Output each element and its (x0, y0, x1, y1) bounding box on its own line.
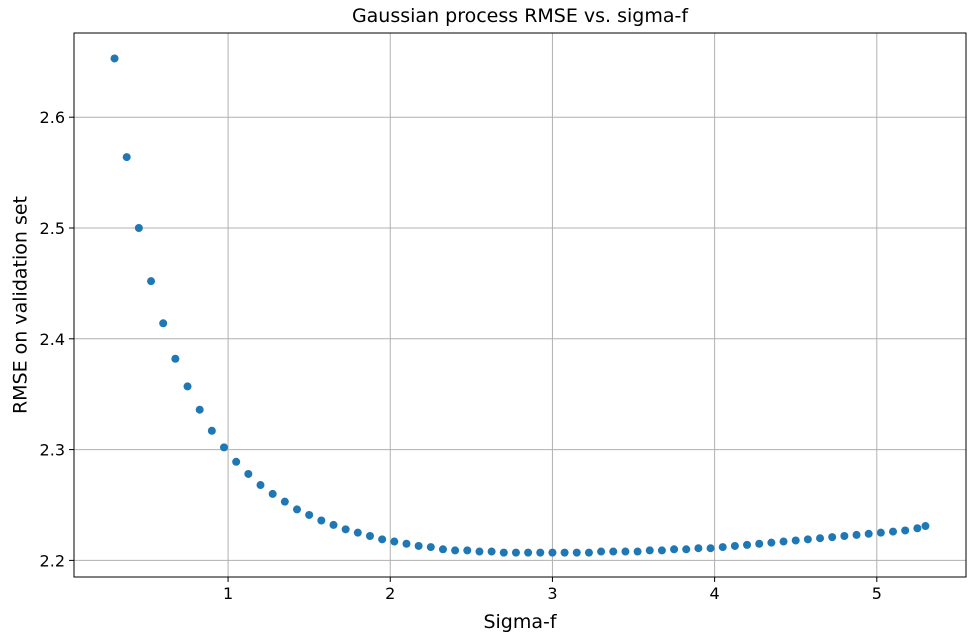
data-point (147, 277, 156, 286)
data-point (828, 533, 837, 542)
data-point (791, 536, 800, 545)
data-point (743, 540, 752, 549)
data-point (694, 544, 703, 553)
y-tick-label: 2.5 (40, 219, 65, 238)
data-points (110, 54, 930, 557)
data-point (159, 319, 168, 328)
data-point (341, 525, 350, 534)
data-point (414, 541, 423, 550)
data-point (560, 548, 569, 557)
data-point (755, 539, 764, 548)
data-point (353, 528, 362, 537)
data-point (682, 545, 691, 554)
data-point (852, 530, 861, 539)
data-point (572, 548, 581, 557)
data-point (232, 457, 241, 466)
data-point (293, 505, 301, 514)
data-point (451, 546, 460, 555)
data-point (779, 537, 788, 546)
data-point (889, 527, 898, 536)
plot-frame (73, 32, 967, 578)
data-point (207, 426, 216, 435)
x-axis-label: Sigma-f (483, 611, 557, 633)
axis-ticks: 1 2 3 4 5 2.2 2.3 2.4 2.5 2.6 (40, 108, 882, 603)
data-point (378, 535, 387, 544)
data-point (329, 520, 338, 529)
y-tick-label: 2.3 (40, 441, 65, 460)
data-point (921, 522, 930, 531)
data-point (657, 546, 666, 555)
data-point (718, 543, 727, 552)
data-point (621, 547, 630, 556)
data-point (183, 382, 192, 391)
data-point (220, 443, 229, 452)
data-point (901, 526, 910, 535)
data-point (390, 537, 399, 546)
data-point (584, 548, 593, 557)
x-tick-label: 1 (223, 584, 233, 603)
data-point (645, 546, 654, 555)
data-point (767, 538, 776, 547)
data-point (913, 524, 922, 533)
y-tick-label: 2.6 (40, 108, 65, 127)
data-point (110, 54, 119, 63)
x-tick-label: 5 (872, 584, 882, 603)
data-point (803, 535, 812, 544)
data-point (536, 548, 545, 557)
data-point (487, 547, 496, 556)
data-point (305, 510, 314, 519)
y-tick-label: 2.2 (40, 551, 65, 570)
data-point (597, 547, 606, 556)
data-point (706, 544, 715, 553)
data-point (268, 489, 277, 498)
data-point (730, 541, 739, 550)
data-point (816, 534, 825, 543)
data-point (499, 548, 508, 557)
x-tick-label: 4 (710, 584, 720, 603)
data-point (426, 543, 435, 552)
x-tick-label: 3 (547, 584, 557, 603)
data-point (122, 153, 131, 162)
data-point (195, 405, 204, 414)
data-point (402, 539, 411, 548)
data-point (244, 469, 253, 478)
data-point (524, 548, 533, 557)
data-point (609, 547, 618, 556)
grid (74, 33, 966, 577)
data-point (840, 532, 849, 541)
y-tick-label: 2.4 (40, 330, 65, 349)
data-point (670, 545, 679, 554)
data-point (864, 529, 873, 538)
data-point (365, 532, 374, 541)
data-point (134, 223, 143, 232)
y-axis-label: RMSE on validation set (10, 196, 32, 414)
data-point (511, 548, 520, 557)
data-point (256, 481, 265, 490)
data-point (548, 548, 557, 557)
data-point (475, 547, 484, 556)
data-point (280, 497, 289, 506)
data-point (463, 546, 472, 555)
data-point (171, 354, 180, 363)
data-point (633, 547, 642, 556)
x-tick-label: 2 (385, 584, 395, 603)
data-point (317, 516, 326, 525)
data-point (876, 528, 885, 537)
chart-title: Gaussian process RMSE vs. sigma-f (352, 5, 689, 27)
data-point (438, 545, 447, 554)
